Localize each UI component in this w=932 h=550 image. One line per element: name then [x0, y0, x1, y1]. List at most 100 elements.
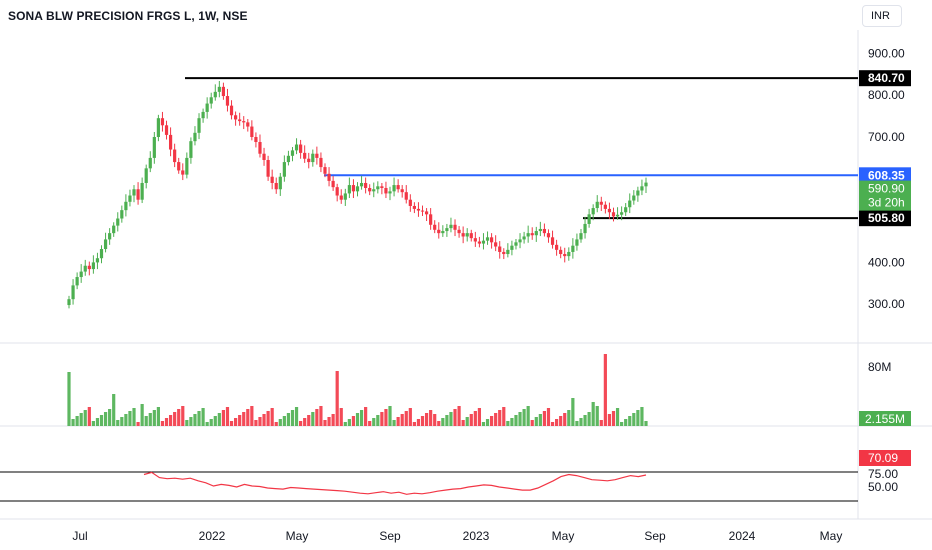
- candle-body: [75, 277, 79, 286]
- volume-bar: [185, 420, 189, 426]
- y-tick-label: 300.00: [868, 297, 905, 311]
- rsi-tag: [859, 450, 911, 466]
- candle-body: [160, 118, 165, 126]
- volume-bar: [95, 418, 100, 426]
- volume-bar: [530, 420, 534, 426]
- volume-bar: [420, 416, 425, 426]
- volume-bar: [538, 414, 542, 426]
- candle-body: [173, 149, 177, 163]
- x-tick-label: Sep: [644, 529, 666, 543]
- candle-body: [636, 190, 640, 196]
- candle-body: [546, 233, 551, 238]
- volume-bar: [359, 410, 364, 426]
- currency-button[interactable]: INR: [862, 5, 902, 27]
- candle-body: [242, 121, 246, 123]
- candle-body: [473, 238, 477, 242]
- volume-bar: [355, 413, 360, 426]
- candle-body: [591, 208, 595, 215]
- volume-bar: [181, 406, 185, 426]
- candle-body: [380, 186, 384, 188]
- candle-body: [140, 182, 144, 200]
- candle-body: [599, 201, 603, 205]
- volume-bar: [498, 410, 502, 426]
- volume-bar: [644, 421, 648, 426]
- volume-bar: [636, 410, 640, 426]
- candle-body: [120, 210, 124, 219]
- candle-body: [632, 195, 636, 201]
- candle-body: [213, 91, 217, 98]
- candle-body: [274, 182, 278, 190]
- candle-body: [469, 233, 473, 239]
- candle-body: [351, 185, 356, 192]
- volume-bar: [278, 419, 282, 426]
- volume-bar: [217, 413, 221, 426]
- volume-bar: [587, 412, 591, 426]
- volume-bar: [79, 413, 83, 426]
- volume-bar: [189, 417, 193, 426]
- candle-body: [270, 176, 274, 183]
- volume-bar: [116, 420, 120, 426]
- candle-body: [587, 214, 591, 224]
- volume-tag: [859, 411, 911, 426]
- candle-body: [640, 186, 644, 191]
- volume-bar: [144, 416, 148, 426]
- candle-body: [542, 228, 547, 234]
- rsi-tag-label: 70.09: [868, 451, 898, 465]
- volume-bar: [128, 411, 132, 426]
- candle-body: [481, 240, 486, 244]
- candle-body: [611, 212, 616, 217]
- volume-bar: [91, 421, 95, 426]
- candle-body: [404, 192, 408, 200]
- volume-bar: [376, 415, 380, 426]
- y-tick-label: 400.00: [868, 255, 905, 269]
- candle-body: [644, 182, 648, 187]
- volume-bar: [290, 410, 295, 426]
- candle-body: [595, 201, 599, 209]
- volume-bar: [274, 422, 278, 426]
- level-tag-label: 608.35: [868, 168, 905, 182]
- volume-bar: [164, 418, 169, 426]
- volume-bar: [591, 402, 595, 426]
- volume-bar: [563, 413, 567, 426]
- candle-body: [156, 118, 160, 137]
- candle-body: [461, 233, 465, 237]
- candle-body: [128, 195, 132, 202]
- volume-bar: [351, 416, 356, 426]
- volume-bar: [347, 419, 351, 426]
- volume-bar: [494, 413, 498, 426]
- volume-bar: [258, 417, 262, 426]
- candle-body: [79, 271, 83, 278]
- y-tick-label: 900.00: [868, 46, 905, 60]
- volume-bar: [473, 411, 477, 426]
- candle-body: [343, 193, 347, 200]
- x-tick-label: May: [820, 529, 843, 543]
- candle-body: [83, 265, 87, 272]
- volume-bar: [559, 416, 563, 426]
- volume-bar: [262, 414, 266, 426]
- volume-bar: [303, 418, 307, 426]
- candle-body: [331, 180, 335, 188]
- candle-body: [384, 187, 388, 194]
- candle-body: [87, 265, 91, 270]
- level-tag-label: 505.80: [868, 211, 905, 225]
- candle-body: [477, 241, 482, 244]
- volume-bar: [441, 418, 445, 426]
- volume-bar: [124, 414, 128, 426]
- candle-body: [514, 242, 518, 246]
- volume-bar: [632, 413, 636, 426]
- candle-body: [567, 251, 571, 257]
- candle-body: [603, 204, 607, 209]
- volume-bar: [449, 412, 453, 426]
- volume-bar: [173, 412, 177, 426]
- candle-body: [181, 170, 185, 175]
- candle-body: [294, 144, 299, 151]
- candle-body: [620, 212, 624, 215]
- volume-bar: [542, 411, 547, 426]
- candle-body: [250, 126, 254, 137]
- last-price-label: 590.90: [868, 182, 905, 196]
- candle-body: [193, 132, 197, 142]
- volume-bar: [108, 409, 112, 426]
- candle-body: [262, 153, 266, 160]
- candle-body: [372, 189, 376, 192]
